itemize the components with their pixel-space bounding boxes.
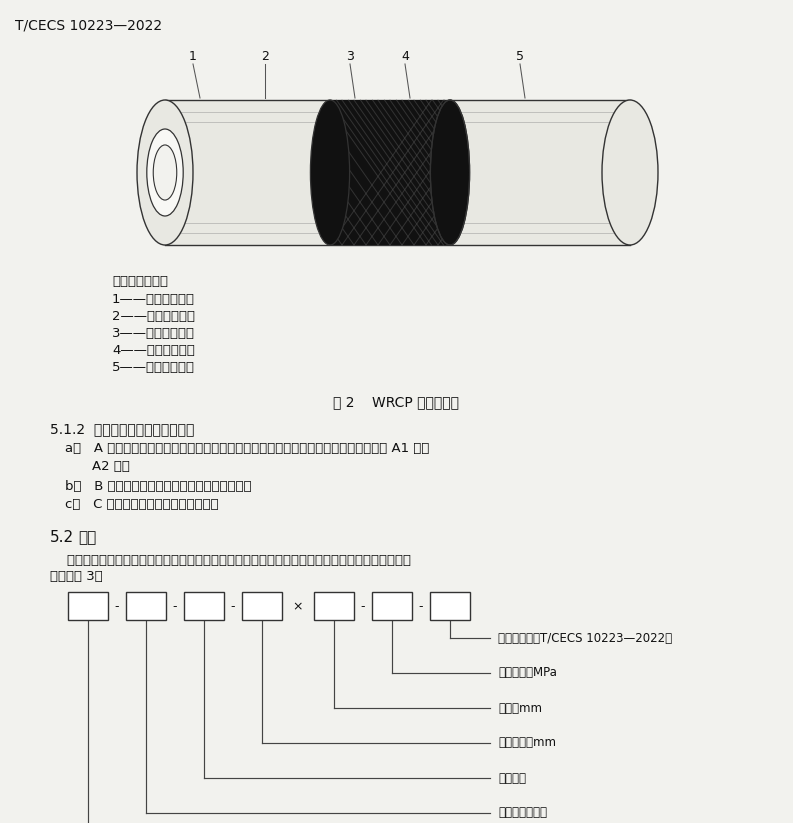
Text: b）   B 型：端部为预制机械连接接头的复合管；: b） B 型：端部为预制机械连接接头的复合管；	[65, 480, 251, 493]
Text: 复合管标记依次为产品名称、锆丝层成型结构、端部形式、公称外径、壁厅、公称压力和本文件编: 复合管标记依次为产品名称、锆丝层成型结构、端部形式、公称外径、壁厅、公称压力和本…	[50, 554, 411, 567]
Ellipse shape	[602, 100, 658, 245]
Bar	[165, 100, 630, 245]
Text: 3: 3	[346, 50, 354, 63]
Ellipse shape	[137, 100, 193, 245]
Bar	[430, 592, 470, 620]
Text: 锆丝层成型结构: 锆丝层成型结构	[498, 807, 547, 820]
Text: 1——内层聚乙烯；: 1——内层聚乙烯；	[112, 293, 195, 306]
Text: 2: 2	[261, 50, 269, 63]
Bar	[126, 592, 166, 620]
Text: -: -	[231, 601, 236, 613]
Text: A2 型；: A2 型；	[92, 460, 130, 473]
Text: 图 2    WRCP 结构示意图: 图 2 WRCP 结构示意图	[333, 395, 459, 409]
Text: 5.2: 5.2	[50, 530, 74, 545]
Bar	[68, 592, 108, 620]
Text: T/CECS 10223—2022: T/CECS 10223—2022	[15, 18, 162, 32]
Text: 标引序号说明：: 标引序号说明：	[112, 275, 168, 288]
Text: ×: ×	[293, 601, 303, 613]
Text: 4——粘接树脂层；: 4——粘接树脂层；	[112, 344, 195, 357]
Ellipse shape	[153, 145, 177, 200]
Bar	[314, 592, 354, 620]
Text: 5.1.2  复合管按端部形式可分为：: 5.1.2 复合管按端部形式可分为：	[50, 422, 194, 436]
Ellipse shape	[147, 129, 183, 216]
Text: 5: 5	[516, 50, 524, 63]
Text: 4: 4	[401, 50, 409, 63]
Text: c）   C 型：端部无预制接头的复合管。: c） C 型：端部无预制接头的复合管。	[65, 498, 219, 511]
Text: -: -	[361, 601, 366, 613]
Bar	[184, 592, 224, 620]
Text: 本文件编号（T/CECS 10223—2022）: 本文件编号（T/CECS 10223—2022）	[498, 631, 672, 644]
Text: 2——粘接树脂层；: 2——粘接树脂层；	[112, 310, 195, 323]
Bar	[330, 100, 450, 245]
Text: 5——外层聚乙烯。: 5——外层聚乙烯。	[112, 361, 195, 374]
Text: 1: 1	[189, 50, 197, 63]
Text: 端部形式: 端部形式	[498, 771, 526, 784]
Text: a）   A 型：端部为预制热熶对接接头的复合管，根据预制热熶对接接头的结构不同分为 A1 型和: a） A 型：端部为预制热熶对接接头的复合管，根据预制热熶对接接头的结构不同分为…	[65, 442, 429, 455]
Text: 公称外径：mm: 公称外径：mm	[498, 737, 556, 750]
Ellipse shape	[310, 100, 350, 245]
Text: 3——锆丝编织层；: 3——锆丝编织层；	[112, 327, 195, 340]
Text: 号，见图 3。: 号，见图 3。	[50, 570, 103, 583]
Text: 标记: 标记	[78, 530, 96, 545]
Text: -: -	[115, 601, 119, 613]
Text: -: -	[419, 601, 423, 613]
Text: 公称压力：MPa: 公称压力：MPa	[498, 667, 557, 680]
Bar	[242, 592, 282, 620]
Ellipse shape	[431, 100, 469, 245]
Text: 壁厅：mm: 壁厅：mm	[498, 701, 542, 714]
Bar	[372, 592, 412, 620]
Text: -: -	[173, 601, 178, 613]
